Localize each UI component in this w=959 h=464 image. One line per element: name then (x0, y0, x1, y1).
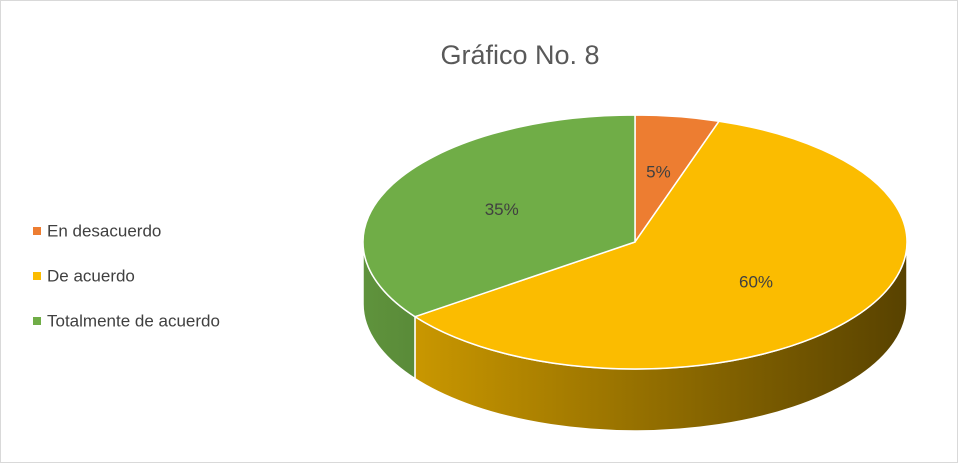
data-label: 35% (485, 200, 519, 219)
legend-label: Totalmente de acuerdo (47, 311, 220, 330)
data-label: 60% (739, 273, 773, 292)
chart-title: Gráfico No. 8 (440, 40, 599, 70)
legend-swatch (33, 227, 41, 235)
legend-swatch (33, 317, 41, 325)
data-label: 5% (646, 162, 671, 181)
legend-label: De acuerdo (47, 266, 135, 285)
pie-slice (413, 120, 908, 370)
legend-label: En desacuerdo (47, 221, 161, 240)
pie-slice (362, 114, 636, 318)
legend-swatch (33, 272, 41, 280)
